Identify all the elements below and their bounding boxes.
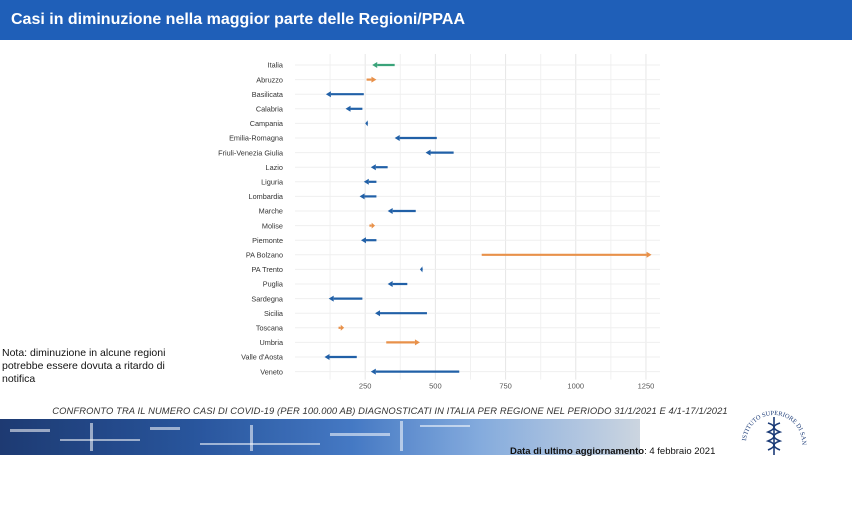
y-tick-label: Liguria <box>261 178 284 187</box>
update-info: Data di ultimo aggiornamento: 4 febbraio… <box>510 446 716 457</box>
title-bar: Casi in diminuzione nella maggior parte … <box>0 0 852 40</box>
x-tick-label: 500 <box>429 382 442 391</box>
x-tick-label: 1000 <box>567 382 584 391</box>
y-tick-label: Lombardia <box>249 192 284 201</box>
y-tick-label: PA Bolzano <box>246 251 283 260</box>
y-tick-label: Abruzzo <box>256 75 283 84</box>
arrow-head <box>371 222 376 229</box>
arrow-head <box>370 368 376 375</box>
arrow-head <box>646 251 652 258</box>
arrow-head <box>414 339 420 346</box>
arrow-head <box>371 76 377 83</box>
iss-seal-logo: ISTITUTO SUPERIORE DI SANITÀ <box>738 399 807 455</box>
y-tick-label: Molise <box>262 221 283 230</box>
y-tick-label: Puglia <box>263 280 284 289</box>
arrow-head <box>325 91 331 98</box>
y-tick-label: Toscana <box>256 324 284 333</box>
decorative-band <box>0 419 640 455</box>
y-tick-label: Lazio <box>266 163 283 172</box>
y-tick-label: Sardegna <box>251 294 284 303</box>
y-tick-label: Sicilia <box>264 309 284 318</box>
y-tick-label: Calabria <box>256 105 284 114</box>
arrow-head <box>340 324 345 331</box>
update-label: Data di ultimo aggiornamento <box>510 446 645 457</box>
y-tick-label: Friuli-Venezia Giulia <box>218 148 284 157</box>
chart-caption: CONFRONTO TRA IL NUMERO CASI DI COVID-19… <box>52 405 728 416</box>
footnote: Nota: diminuzione in alcune regioni potr… <box>2 347 166 385</box>
arrow-head <box>360 237 366 244</box>
arrow-head <box>359 193 365 200</box>
update-date: 4 febbraio 2021 <box>649 446 716 457</box>
caduceus-icon <box>765 417 783 455</box>
x-tick-label: 250 <box>359 382 372 391</box>
x-tick-label: 750 <box>499 382 512 391</box>
arrow-head <box>365 120 368 127</box>
arrow-head <box>370 164 376 171</box>
arrow-head <box>419 266 423 273</box>
y-tick-label: Veneto <box>260 367 283 376</box>
plot-area <box>295 54 660 380</box>
arrow-head <box>328 295 334 302</box>
y-tick-label: Valle d'Aosta <box>241 353 284 362</box>
y-tick-label: Italia <box>268 61 284 70</box>
page-title: Casi in diminuzione nella maggior parte … <box>11 11 465 28</box>
arrow-head <box>387 281 393 287</box>
arrow-head <box>394 135 400 141</box>
arrow-head <box>324 354 330 360</box>
x-tick-label: 1250 <box>638 382 655 391</box>
y-tick-label: Piemonte <box>252 236 283 245</box>
arrow-head <box>345 105 351 112</box>
y-tick-label: Umbria <box>259 338 283 347</box>
y-tick-label: PA Trento <box>251 265 283 274</box>
y-tick-label: Basilicata <box>252 90 284 99</box>
arrow-head <box>387 208 393 214</box>
arrow-head <box>372 62 378 68</box>
y-tick-label: Campania <box>250 119 284 128</box>
y-tick-label: Emilia-Romagna <box>229 134 284 143</box>
y-tick-label: Marche <box>259 207 283 216</box>
arrow-head <box>363 178 369 185</box>
arrow-head <box>425 149 431 156</box>
arrow-head <box>375 310 381 317</box>
